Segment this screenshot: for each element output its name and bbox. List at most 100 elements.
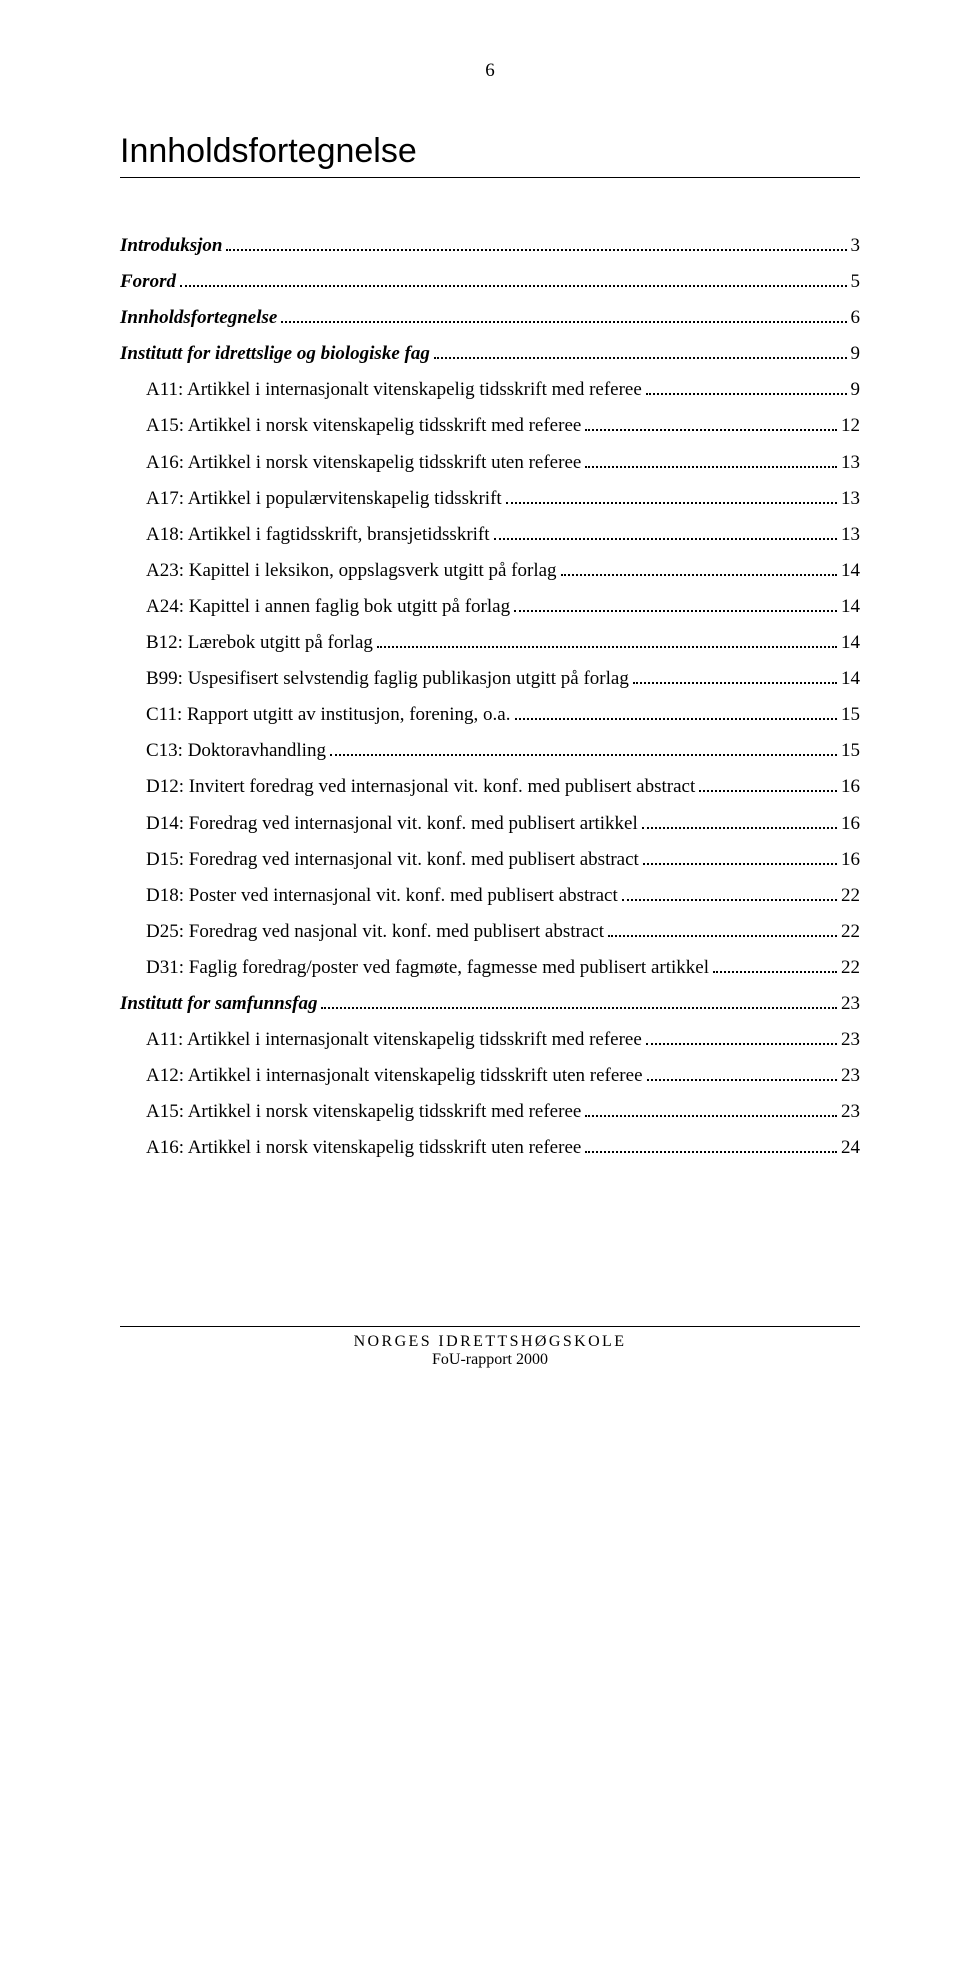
toc-entry: A17: Artikkel i populærvitenskapelig tid… — [120, 481, 860, 517]
toc-leader-dots — [647, 1062, 837, 1081]
toc-leader-dots — [321, 990, 837, 1009]
toc-entry-page: 14 — [841, 589, 860, 625]
toc-entry-label: Introduksjon — [120, 228, 222, 264]
toc-entry: B12: Lærebok utgitt på forlag 14 — [120, 625, 860, 661]
toc-leader-dots — [585, 1098, 837, 1117]
toc-leader-dots — [514, 593, 837, 612]
footer-report: FoU-rapport 2000 — [120, 1351, 860, 1369]
toc-entry: D15: Foredrag ved internasjonal vit. kon… — [120, 842, 860, 878]
toc-leader-dots — [494, 521, 837, 540]
toc-entry-label: A12: Artikkel i internasjonalt vitenskap… — [146, 1058, 643, 1094]
toc-leader-dots — [622, 882, 837, 901]
toc-entry-page: 22 — [841, 914, 860, 950]
toc-entry-label: D12: Invitert foredrag ved internasjonal… — [146, 769, 695, 805]
toc-entry-label: Institutt for samfunnsfag — [120, 986, 317, 1022]
toc-entry: A23: Kapittel i leksikon, oppslagsverk u… — [120, 553, 860, 589]
toc-entry-label: Innholdsfortegnelse — [120, 300, 277, 336]
toc-entry: A11: Artikkel i internasjonalt vitenskap… — [120, 372, 860, 408]
toc-entry-label: A11: Artikkel i internasjonalt vitenskap… — [146, 1022, 642, 1058]
toc-leader-dots — [330, 737, 837, 756]
toc-entry-page: 22 — [841, 950, 860, 986]
toc-entry-page: 16 — [841, 842, 860, 878]
toc-entry: D14: Foredrag ved internasjonal vit. kon… — [120, 806, 860, 842]
toc-leader-dots — [585, 412, 837, 431]
page-title: Innholdsfortegnelse — [120, 132, 860, 178]
toc-leader-dots — [226, 232, 846, 251]
toc-entry-label: A11: Artikkel i internasjonalt vitenskap… — [146, 372, 642, 408]
toc-entry: D31: Faglig foredrag/poster ved fagmøte,… — [120, 950, 860, 986]
toc-entry: A12: Artikkel i internasjonalt vitenskap… — [120, 1058, 860, 1094]
toc-entry-label: A15: Artikkel i norsk vitenskapelig tids… — [146, 408, 581, 444]
toc-leader-dots — [608, 918, 837, 937]
toc-leader-dots — [377, 629, 837, 648]
toc-leader-dots — [713, 954, 837, 973]
toc-entry-label: D15: Foredrag ved internasjonal vit. kon… — [146, 842, 639, 878]
toc-entry: A11: Artikkel i internasjonalt vitenskap… — [120, 1022, 860, 1058]
toc-entry-page: 15 — [841, 697, 860, 733]
toc-entry-page: 9 — [851, 336, 861, 372]
toc-entry: C11: Rapport utgitt av institusjon, fore… — [120, 697, 860, 733]
toc-entry-page: 5 — [851, 264, 861, 300]
toc-leader-dots — [699, 773, 837, 792]
toc-leader-dots — [585, 1134, 837, 1153]
toc-entry-label: A17: Artikkel i populærvitenskapelig tid… — [146, 481, 502, 517]
toc-leader-dots — [633, 665, 837, 684]
page-footer: NORGES IDRETTSHØGSKOLE FoU-rapport 2000 — [120, 1326, 860, 1369]
toc-entry: A24: Kapittel i annen faglig bok utgitt … — [120, 589, 860, 625]
toc-entry-page: 12 — [841, 408, 860, 444]
toc-entry: A15: Artikkel i norsk vitenskapelig tids… — [120, 1094, 860, 1130]
footer-institution: NORGES IDRETTSHØGSKOLE — [120, 1333, 860, 1351]
toc-entry: D25: Foredrag ved nasjonal vit. konf. me… — [120, 914, 860, 950]
toc-entry-label: D18: Poster ved internasjonal vit. konf.… — [146, 878, 618, 914]
toc-entry-label: C13: Doktoravhandling — [146, 733, 326, 769]
toc-entry-page: 23 — [841, 1094, 860, 1130]
toc-entry: D18: Poster ved internasjonal vit. konf.… — [120, 878, 860, 914]
toc-entry-page: 23 — [841, 1058, 860, 1094]
toc-entry-label: B99: Uspesifisert selvstendig faglig pub… — [146, 661, 629, 697]
toc-entry-label: C11: Rapport utgitt av institusjon, fore… — [146, 697, 511, 733]
toc-entry-label: D31: Faglig foredrag/poster ved fagmøte,… — [146, 950, 709, 986]
toc-entry-label: A24: Kapittel i annen faglig bok utgitt … — [146, 589, 510, 625]
toc-entry-page: 14 — [841, 625, 860, 661]
toc-entry: A16: Artikkel i norsk vitenskapelig tids… — [120, 445, 860, 481]
toc-entry-page: 13 — [841, 517, 860, 553]
toc-entry: Forord 5 — [120, 264, 860, 300]
toc-leader-dots — [561, 557, 837, 576]
toc-entry: D12: Invitert foredrag ved internasjonal… — [120, 769, 860, 805]
toc-entry: A18: Artikkel i fagtidsskrift, bransjeti… — [120, 517, 860, 553]
toc-leader-dots — [180, 268, 847, 287]
toc-leader-dots — [281, 304, 846, 323]
toc-leader-dots — [643, 846, 837, 865]
toc-entry-page: 14 — [841, 661, 860, 697]
toc-entry-page: 22 — [841, 878, 860, 914]
toc-entry: Institutt for idrettslige og biologiske … — [120, 336, 860, 372]
toc-entry-label: A16: Artikkel i norsk vitenskapelig tids… — [146, 445, 581, 481]
toc-entry-label: D14: Foredrag ved internasjonal vit. kon… — [146, 806, 638, 842]
toc-leader-dots — [646, 1026, 837, 1045]
toc-entry: A16: Artikkel i norsk vitenskapelig tids… — [120, 1130, 860, 1166]
toc-entry-label: Institutt for idrettslige og biologiske … — [120, 336, 430, 372]
toc-entry-page: 24 — [841, 1130, 860, 1166]
toc-leader-dots — [434, 340, 847, 359]
toc-entry-label: A23: Kapittel i leksikon, oppslagsverk u… — [146, 553, 557, 589]
page-number: 6 — [120, 60, 860, 82]
table-of-contents: Introduksjon3Forord5Innholdsfortegnelse6… — [120, 228, 860, 1166]
toc-entry-page: 9 — [851, 372, 861, 408]
toc-entry-label: D25: Foredrag ved nasjonal vit. konf. me… — [146, 914, 604, 950]
toc-leader-dots — [646, 376, 847, 395]
toc-entry-page: 23 — [841, 986, 860, 1022]
toc-entry: C13: Doktoravhandling 15 — [120, 733, 860, 769]
toc-entry-page: 13 — [841, 445, 860, 481]
toc-entry-label: A18: Artikkel i fagtidsskrift, bransjeti… — [146, 517, 490, 553]
toc-entry-page: 16 — [841, 806, 860, 842]
toc-entry-page: 16 — [841, 769, 860, 805]
toc-entry-label: Forord — [120, 264, 176, 300]
toc-leader-dots — [642, 810, 837, 829]
toc-entry-label: A15: Artikkel i norsk vitenskapelig tids… — [146, 1094, 581, 1130]
toc-entry-page: 23 — [841, 1022, 860, 1058]
toc-entry: Innholdsfortegnelse6 — [120, 300, 860, 336]
toc-entry-page: 15 — [841, 733, 860, 769]
toc-entry-label: B12: Lærebok utgitt på forlag — [146, 625, 373, 661]
toc-entry: Institutt for samfunnsfag 23 — [120, 986, 860, 1022]
toc-entry-page: 13 — [841, 481, 860, 517]
